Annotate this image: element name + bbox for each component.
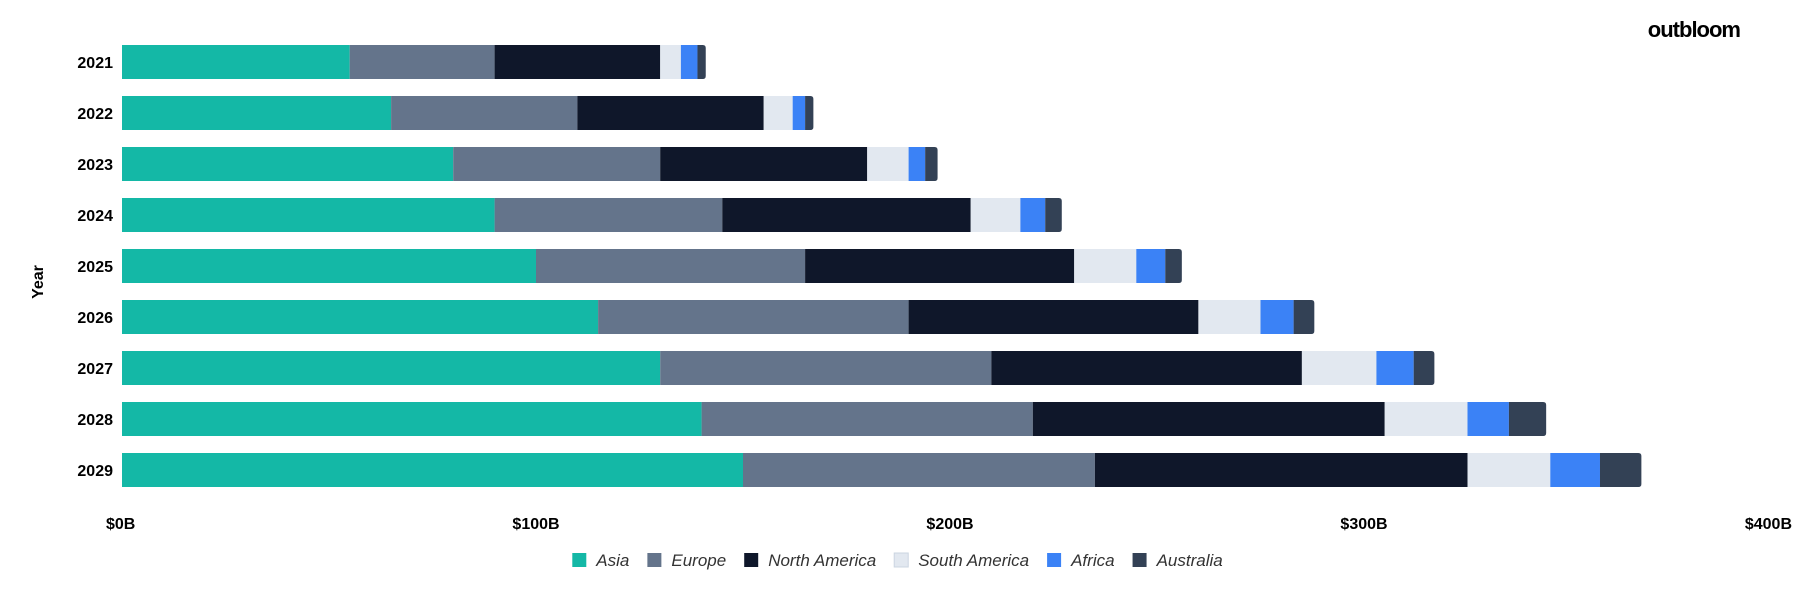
brand-logo: outbloom (1648, 17, 1741, 42)
y-tick-labels: 2021 2022 2023 2024 2025 2026 2027 2028 2029 (77, 55, 113, 480)
bar-2023-north-america (660, 147, 868, 181)
bar-2029-africa (1550, 453, 1600, 487)
bar-2023-australia (925, 147, 938, 181)
legend-item-australia[interactable]: Australia (1132, 551, 1223, 570)
legend: Asia Europe North America South America Afri… (572, 551, 1223, 570)
bar-2023-europe (453, 147, 661, 181)
bar-2021-north-america (494, 45, 661, 79)
y-tick-label-2029: 2029 (77, 463, 113, 480)
legend-item-north-america[interactable]: North America (744, 551, 876, 570)
bar-2024-africa (1020, 198, 1046, 232)
legend-swatch (1047, 553, 1062, 567)
bar-2028-africa (1467, 402, 1509, 436)
y-tick-label-2023: 2023 (77, 157, 113, 174)
bar-2021-australia (697, 45, 706, 79)
bar-2028-australia (1508, 402, 1547, 436)
y-tick-label-2028: 2028 (77, 412, 113, 429)
x-tick-label-3: $300B (1340, 516, 1387, 533)
bar-2027-south-america (1301, 351, 1377, 385)
legend-label: Africa (1070, 551, 1114, 570)
bar-2023-asia (122, 147, 454, 181)
bar-2022-north-america (577, 96, 764, 130)
bar-2024-north-america (722, 198, 971, 232)
bar-2024-south-america (970, 198, 1021, 232)
bar-2022-africa (792, 96, 806, 130)
y-tick-label-2022: 2022 (77, 106, 113, 123)
y-tick-label-2024: 2024 (77, 208, 113, 225)
y-tick-label-2021: 2021 (77, 55, 113, 72)
bar-2026-north-america (908, 300, 1199, 334)
legend-label: Australia (1156, 551, 1223, 570)
bar-2029-south-america (1467, 453, 1551, 487)
y-tick-label-2027: 2027 (77, 361, 113, 378)
bar-2025-south-america (1074, 249, 1137, 283)
bar-2027-africa (1376, 351, 1414, 385)
x-tick-label-0: $0B (106, 516, 135, 533)
bar-2024-europe (494, 198, 723, 232)
legend-label: Asia (595, 551, 629, 570)
bar-2026-australia (1293, 300, 1315, 334)
bars-group (122, 45, 1642, 487)
bar-2025-north-america (805, 249, 1075, 283)
bar-2029-asia (122, 453, 743, 487)
legend-swatch (647, 553, 662, 567)
bar-2026-africa (1260, 300, 1294, 334)
legend-item-europe[interactable]: Europe (647, 551, 726, 570)
legend-swatch (1132, 553, 1147, 567)
bar-2025-asia (122, 249, 536, 283)
bar-2028-north-america (1032, 402, 1385, 436)
bar-2026-asia (122, 300, 599, 334)
bar-2023-africa (908, 147, 926, 181)
bar-2028-south-america (1384, 402, 1468, 436)
bar-2025-africa (1136, 249, 1166, 283)
bar-2026-europe (598, 300, 909, 334)
bar-2027-europe (660, 351, 992, 385)
x-tick-label-4: $400B (1745, 516, 1792, 533)
bar-2021-africa (680, 45, 698, 79)
bar-2024-asia (122, 198, 495, 232)
y-tick-label-2026: 2026 (77, 310, 113, 327)
bar-2028-europe (701, 402, 1033, 436)
bar-2029-australia (1599, 453, 1642, 487)
bar-2023-south-america (867, 147, 909, 181)
legend-swatch (572, 553, 587, 567)
legend-label: South America (918, 551, 1029, 570)
bar-2028-asia (122, 402, 702, 436)
legend-swatch (744, 553, 759, 567)
bar-2029-europe (743, 453, 1095, 487)
bar-2025-australia (1165, 249, 1182, 283)
bar-2022-south-america (763, 96, 793, 130)
bar-2027-australia (1413, 351, 1435, 385)
bar-2024-australia (1045, 198, 1062, 232)
bar-2022-asia (122, 96, 392, 130)
legend-label: North America (768, 551, 876, 570)
y-axis-title: Year (30, 265, 47, 299)
y-tick-label-2025: 2025 (77, 259, 113, 276)
bar-2027-north-america (991, 351, 1302, 385)
legend-item-africa[interactable]: Africa (1047, 551, 1115, 570)
bar-2022-europe (391, 96, 578, 130)
bar-2026-south-america (1198, 300, 1261, 334)
bar-2022-australia (805, 96, 814, 130)
legend-swatch (893, 552, 909, 568)
legend-item-south-america[interactable]: South America (893, 551, 1029, 570)
x-tick-labels: $0B $100B $200B $300B $400B (106, 516, 1792, 533)
legend-label: Europe (671, 551, 726, 570)
bar-2021-asia (122, 45, 350, 79)
bar-2025-europe (536, 249, 806, 283)
bar-2027-asia (122, 351, 661, 385)
legend-item-asia[interactable]: Asia (572, 551, 629, 570)
bar-2029-north-america (1094, 453, 1468, 487)
bar-2021-south-america (660, 45, 681, 79)
bar-2021-europe (349, 45, 495, 79)
x-tick-label-1: $100B (512, 516, 559, 533)
x-tick-label-2: $200B (926, 516, 973, 533)
